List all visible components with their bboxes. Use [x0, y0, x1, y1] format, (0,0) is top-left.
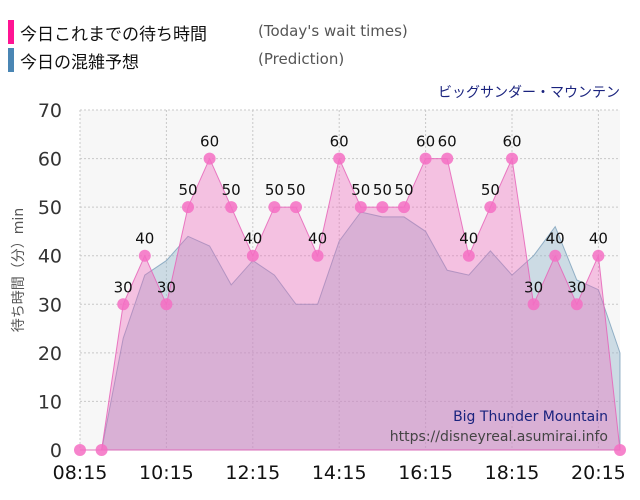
today-point: [462, 249, 475, 262]
today-point: [74, 444, 86, 456]
x-tick-label: 12:15: [225, 462, 280, 484]
data-label: 50: [265, 181, 284, 199]
x-tick-label: 20:15: [571, 462, 626, 484]
y-tick-label: 30: [38, 294, 62, 316]
today-point: [246, 249, 259, 262]
y-tick-label: 60: [38, 149, 62, 171]
legend-item-today: 今日これまでの待ち時間: [8, 20, 207, 45]
legend-label-prediction: 今日の混雑予想: [20, 52, 139, 73]
x-tick-label: 14:15: [312, 462, 367, 484]
data-label: 50: [481, 181, 500, 199]
data-label: 60: [416, 133, 435, 151]
y-tick-label: 20: [38, 343, 62, 365]
today-point: [138, 249, 151, 262]
today-point: [182, 201, 194, 214]
today-point: [160, 298, 173, 311]
today-point: [484, 201, 497, 214]
data-label: 40: [589, 230, 608, 248]
today-point: [570, 298, 583, 311]
today-point: [549, 249, 562, 262]
data-label: 50: [286, 181, 305, 199]
y-tick-label: 50: [38, 197, 62, 219]
today-point: [95, 444, 108, 456]
today-point: [506, 152, 518, 165]
data-label: 40: [459, 230, 478, 248]
x-tick-label: 08:15: [53, 462, 108, 484]
today-point: [614, 444, 626, 456]
y-tick-label: 40: [38, 246, 62, 268]
data-label: 50: [351, 181, 370, 199]
attraction-name-ja: ビッグサンダー・マウンテン: [438, 85, 620, 101]
legend-swatch-prediction: [8, 48, 14, 72]
legend-label-today-en: (Today's wait times): [258, 22, 408, 40]
y-tick-label: 0: [50, 440, 62, 462]
today-point: [419, 152, 432, 165]
data-label: 60: [330, 133, 349, 151]
data-label: 60: [502, 133, 521, 151]
y-tick-label: 70: [38, 100, 62, 122]
x-tick-label: 16:15: [398, 462, 453, 484]
today-point: [290, 201, 302, 214]
today-point: [592, 249, 605, 262]
legend-item-prediction: 今日の混雑予想: [8, 48, 139, 73]
today-point: [225, 201, 238, 214]
today-point: [311, 249, 324, 262]
data-label: 40: [135, 230, 154, 248]
today-point: [527, 298, 540, 311]
attraction-name-en: Big Thunder Mountain: [453, 409, 608, 425]
y-tick-label: 10: [38, 391, 62, 413]
prediction-area: [100, 211, 621, 451]
data-label: 30: [157, 278, 176, 296]
data-label: 40: [308, 230, 327, 248]
legend-swatch-today: [8, 20, 14, 44]
today-point: [354, 201, 367, 214]
x-tick-label: 18:15: [485, 462, 540, 484]
data-label: 60: [200, 133, 219, 151]
data-label: 50: [178, 181, 197, 199]
legend-label-today: 今日これまでの待ち時間: [20, 24, 207, 45]
y-axis-label: 待ち時間（分）min: [11, 208, 27, 332]
data-label: 40: [243, 230, 262, 248]
data-label: 50: [222, 181, 241, 199]
data-label: 50: [394, 181, 413, 199]
today-point: [268, 201, 281, 214]
source-url: https://disneyreal.asumirai.info: [390, 429, 608, 445]
today-point: [398, 201, 410, 214]
data-label: 40: [546, 230, 565, 248]
data-label: 50: [373, 181, 392, 199]
today-point: [441, 152, 454, 165]
data-label: 30: [567, 278, 586, 296]
data-label: 30: [524, 278, 543, 296]
x-tick-label: 10:15: [139, 462, 194, 484]
legend-label-prediction-en: (Prediction): [258, 50, 345, 68]
data-label: 30: [114, 278, 133, 296]
data-label: 60: [438, 133, 457, 151]
today-point: [333, 152, 346, 165]
today-point: [117, 298, 130, 311]
today-point: [376, 201, 389, 214]
today-point: [203, 152, 216, 165]
